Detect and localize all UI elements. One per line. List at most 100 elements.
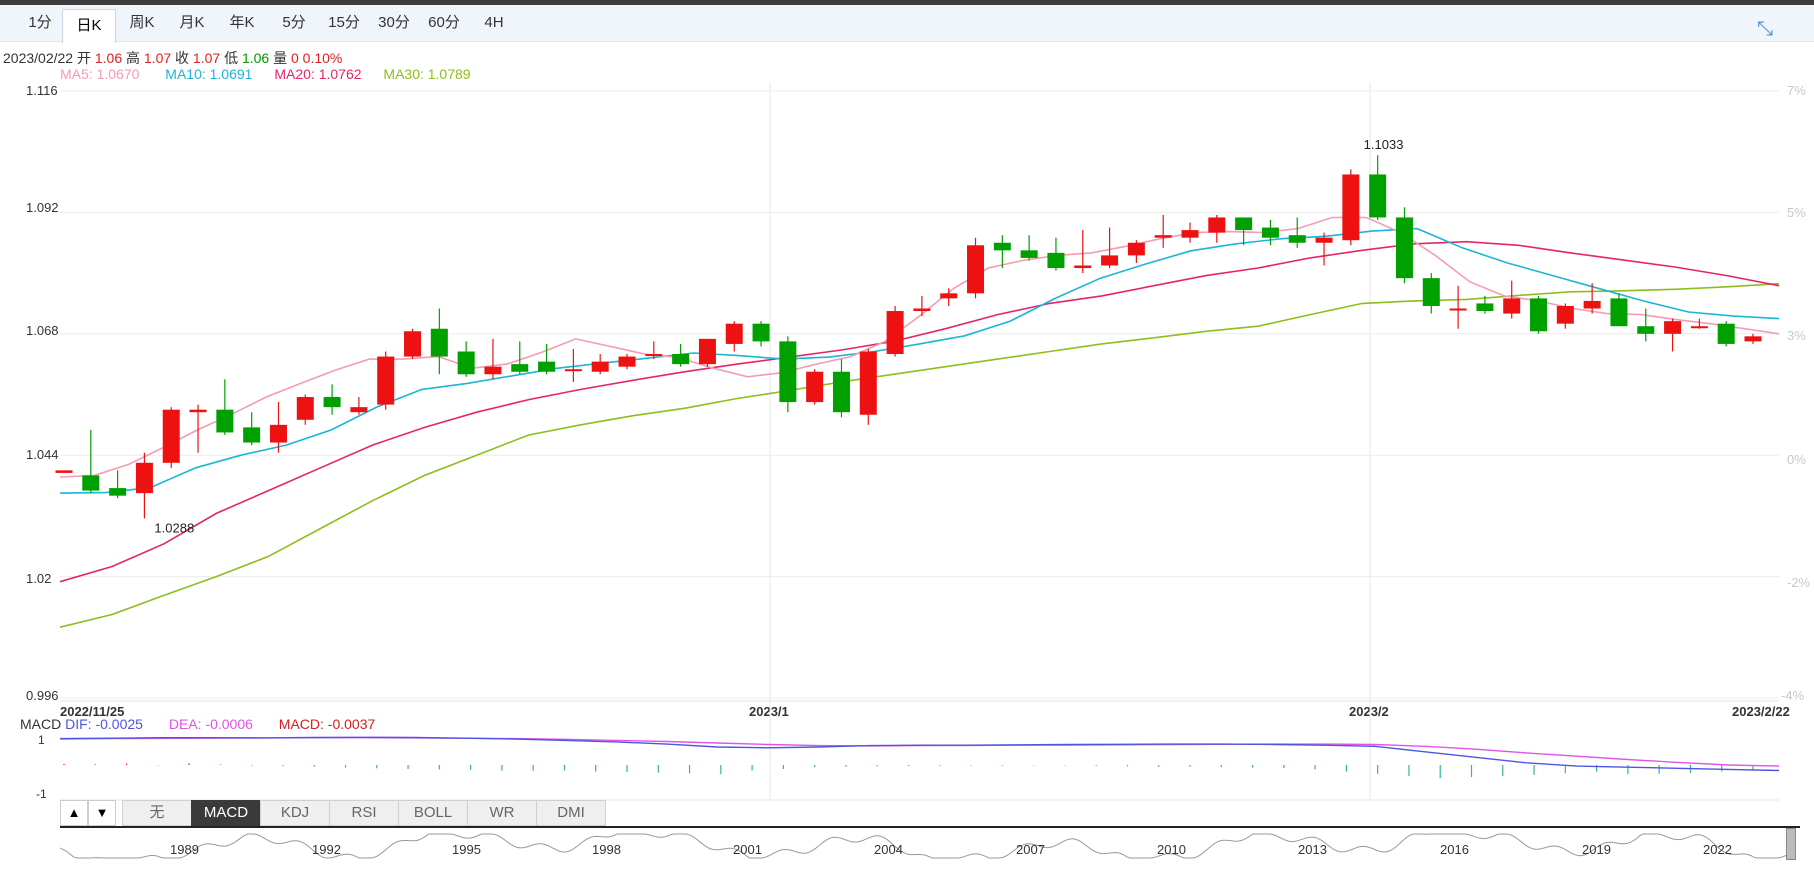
open-value: 1.06 [94, 50, 123, 66]
candle-body [1074, 265, 1092, 269]
low-label: 低 [224, 50, 239, 66]
period-tab-bar: 1分 日K 周K 月K 年K 5分 15分 30分 60分 4H ⤡ [0, 5, 1814, 43]
candle-body [350, 407, 368, 413]
candle-body [162, 409, 180, 463]
dif-line [59, 736, 1780, 772]
candle-body [1610, 298, 1628, 327]
candle-body [1476, 303, 1494, 312]
arrow-down-button[interactable]: ▼ [88, 800, 116, 826]
navigator-handle[interactable] [1786, 828, 1796, 860]
indicator-tab-kdj[interactable]: KDJ [260, 800, 330, 826]
candle-body [1395, 217, 1413, 279]
indicator-tab-none[interactable]: 无 [122, 800, 192, 826]
candle-body [1422, 278, 1440, 306]
indicator-tab-boll[interactable]: BOLL [398, 800, 468, 826]
candle-body [967, 245, 985, 294]
candle-body [82, 475, 100, 491]
ma10-legend: MA10: 1.0691 [165, 66, 253, 82]
ma-legend: MA5: 1.0670 MA10: 1.0691 MA20: 1.0762 MA… [60, 66, 471, 82]
candle-body [1154, 235, 1172, 238]
pct-tick-label: -4% [1781, 688, 1805, 703]
candle-body [1664, 321, 1682, 334]
window-top-strip [0, 0, 1814, 5]
indicator-tab-macd[interactable]: MACD [191, 800, 261, 826]
nav-year-label: 2010 [1157, 842, 1186, 857]
change-value: 0.10% [302, 50, 343, 66]
candle-body [323, 397, 341, 408]
x-label-start: 2022/11/25 [60, 704, 125, 719]
nav-year-label: 1998 [592, 842, 621, 857]
tab-daily-k[interactable]: 日K [62, 9, 116, 43]
ma30-line [59, 282, 1780, 628]
nav-year-label: 1995 [452, 842, 481, 857]
candle-body [377, 356, 395, 405]
candle-body [591, 361, 609, 372]
candle-body [672, 354, 690, 365]
arrow-up-button[interactable]: ▲ [60, 800, 88, 826]
dif-value: DIF: -0.0025 [65, 716, 143, 732]
tab-yearly-k[interactable]: 年K [229, 14, 255, 31]
shrink-icon[interactable]: ⤡ [1757, 18, 1773, 40]
candle-body [109, 488, 127, 496]
nav-year-label: 2022 [1703, 842, 1732, 857]
candle-body [1449, 308, 1467, 311]
macd-y-tick: -1 [36, 787, 47, 801]
candle-body [1288, 235, 1306, 243]
tab-1min[interactable]: 1分 [28, 14, 52, 31]
indicator-tab-rsi[interactable]: RSI [329, 800, 399, 826]
low-value: 1.06 [241, 50, 270, 66]
candle-body [1530, 298, 1548, 332]
candle-body [940, 293, 958, 299]
pct-tick-label: 0% [1787, 452, 1806, 467]
candle-body [886, 311, 904, 355]
candle-body [484, 366, 502, 375]
candle-body [1261, 227, 1279, 238]
indicator-tab-dmi[interactable]: DMI [536, 800, 606, 826]
info-date: 2023/02/22 [3, 50, 74, 66]
pct-tick-label: 5% [1787, 205, 1806, 220]
chart-grid [60, 83, 1779, 800]
nav-year-label: 2016 [1440, 842, 1469, 857]
candle-body [1690, 326, 1708, 329]
candle-body [189, 409, 207, 413]
candle-body [1047, 252, 1065, 269]
tab-4h[interactable]: 4H [484, 14, 504, 31]
macd-panel [59, 736, 1780, 801]
nav-year-label: 2004 [874, 842, 903, 857]
pct-tick-label: 7% [1787, 83, 1806, 98]
macd-info-line: MACD DIF: -0.0025 DEA: -0.0006 MACD: -0.… [20, 716, 375, 732]
candle-body [1744, 336, 1762, 342]
candle-body [135, 462, 153, 494]
ma30-legend: MA30: 1.0789 [383, 66, 471, 82]
nav-year-label: 2007 [1016, 842, 1045, 857]
tab-15min[interactable]: 15分 [328, 14, 360, 31]
candle-body [698, 338, 716, 365]
nav-year-label: 2013 [1298, 842, 1327, 857]
x-label-feb: 2023/2 [1349, 704, 1389, 719]
high-label: 高 [126, 50, 140, 66]
candle-body [457, 351, 475, 375]
y-tick-label: 0.996 [26, 688, 59, 703]
ma5-line [59, 216, 1780, 478]
candle-body [645, 354, 663, 357]
ohlc-info-line: 2023/02/22 开 1.06 高 1.07 收 1.07 低 1.06 量… [3, 48, 342, 68]
ma20-legend: MA20: 1.0762 [274, 66, 362, 82]
tab-60min[interactable]: 60分 [428, 14, 460, 31]
tab-weekly-k[interactable]: 周K [129, 14, 155, 31]
close-value: 1.07 [192, 50, 221, 66]
candle-body [1556, 305, 1574, 324]
tab-5min[interactable]: 5分 [282, 14, 306, 31]
candle-body [404, 331, 422, 357]
timeline-navigator[interactable]: 1989 1992 1995 1998 2001 2004 2007 2010 … [60, 826, 1800, 862]
candle-body [993, 242, 1011, 251]
y-tick-label: 1.092 [26, 200, 59, 215]
candle-body [1020, 250, 1038, 258]
candle-body [618, 356, 636, 367]
nav-year-label: 2001 [733, 842, 762, 857]
y-tick-label: 1.02 [26, 571, 52, 586]
tab-30min[interactable]: 30分 [378, 14, 410, 31]
tab-monthly-k[interactable]: 月K [179, 14, 205, 31]
max-price-label: 1.1033 [1364, 137, 1404, 152]
indicator-tab-wr[interactable]: WR [467, 800, 537, 826]
